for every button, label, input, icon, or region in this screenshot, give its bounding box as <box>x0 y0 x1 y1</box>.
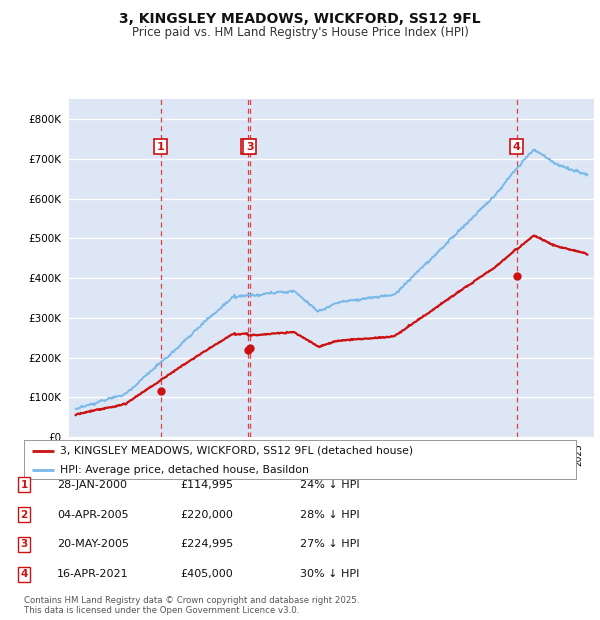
Text: 4: 4 <box>20 569 28 579</box>
Text: 20-MAY-2005: 20-MAY-2005 <box>57 539 129 549</box>
Text: 1: 1 <box>20 480 28 490</box>
Text: 16-APR-2021: 16-APR-2021 <box>57 569 128 579</box>
Text: 1: 1 <box>157 141 164 151</box>
Text: £114,995: £114,995 <box>180 480 233 490</box>
Text: 04-APR-2005: 04-APR-2005 <box>57 510 128 520</box>
Text: 28% ↓ HPI: 28% ↓ HPI <box>300 510 359 520</box>
Text: £405,000: £405,000 <box>180 569 233 579</box>
Text: 3, KINGSLEY MEADOWS, WICKFORD, SS12 9FL (detached house): 3, KINGSLEY MEADOWS, WICKFORD, SS12 9FL … <box>60 446 413 456</box>
Text: 24% ↓ HPI: 24% ↓ HPI <box>300 480 359 490</box>
Text: HPI: Average price, detached house, Basildon: HPI: Average price, detached house, Basi… <box>60 465 309 475</box>
Text: Price paid vs. HM Land Registry's House Price Index (HPI): Price paid vs. HM Land Registry's House … <box>131 26 469 39</box>
Text: 30% ↓ HPI: 30% ↓ HPI <box>300 569 359 579</box>
Text: 3, KINGSLEY MEADOWS, WICKFORD, SS12 9FL: 3, KINGSLEY MEADOWS, WICKFORD, SS12 9FL <box>119 12 481 27</box>
Text: 4: 4 <box>513 141 521 151</box>
Text: £224,995: £224,995 <box>180 539 233 549</box>
Text: 27% ↓ HPI: 27% ↓ HPI <box>300 539 359 549</box>
Text: £220,000: £220,000 <box>180 510 233 520</box>
Text: 28-JAN-2000: 28-JAN-2000 <box>57 480 127 490</box>
Text: 2: 2 <box>244 141 251 151</box>
Text: 3: 3 <box>20 539 28 549</box>
Text: 2: 2 <box>20 510 28 520</box>
Text: Contains HM Land Registry data © Crown copyright and database right 2025.
This d: Contains HM Land Registry data © Crown c… <box>24 596 359 615</box>
Text: 3: 3 <box>246 141 254 151</box>
